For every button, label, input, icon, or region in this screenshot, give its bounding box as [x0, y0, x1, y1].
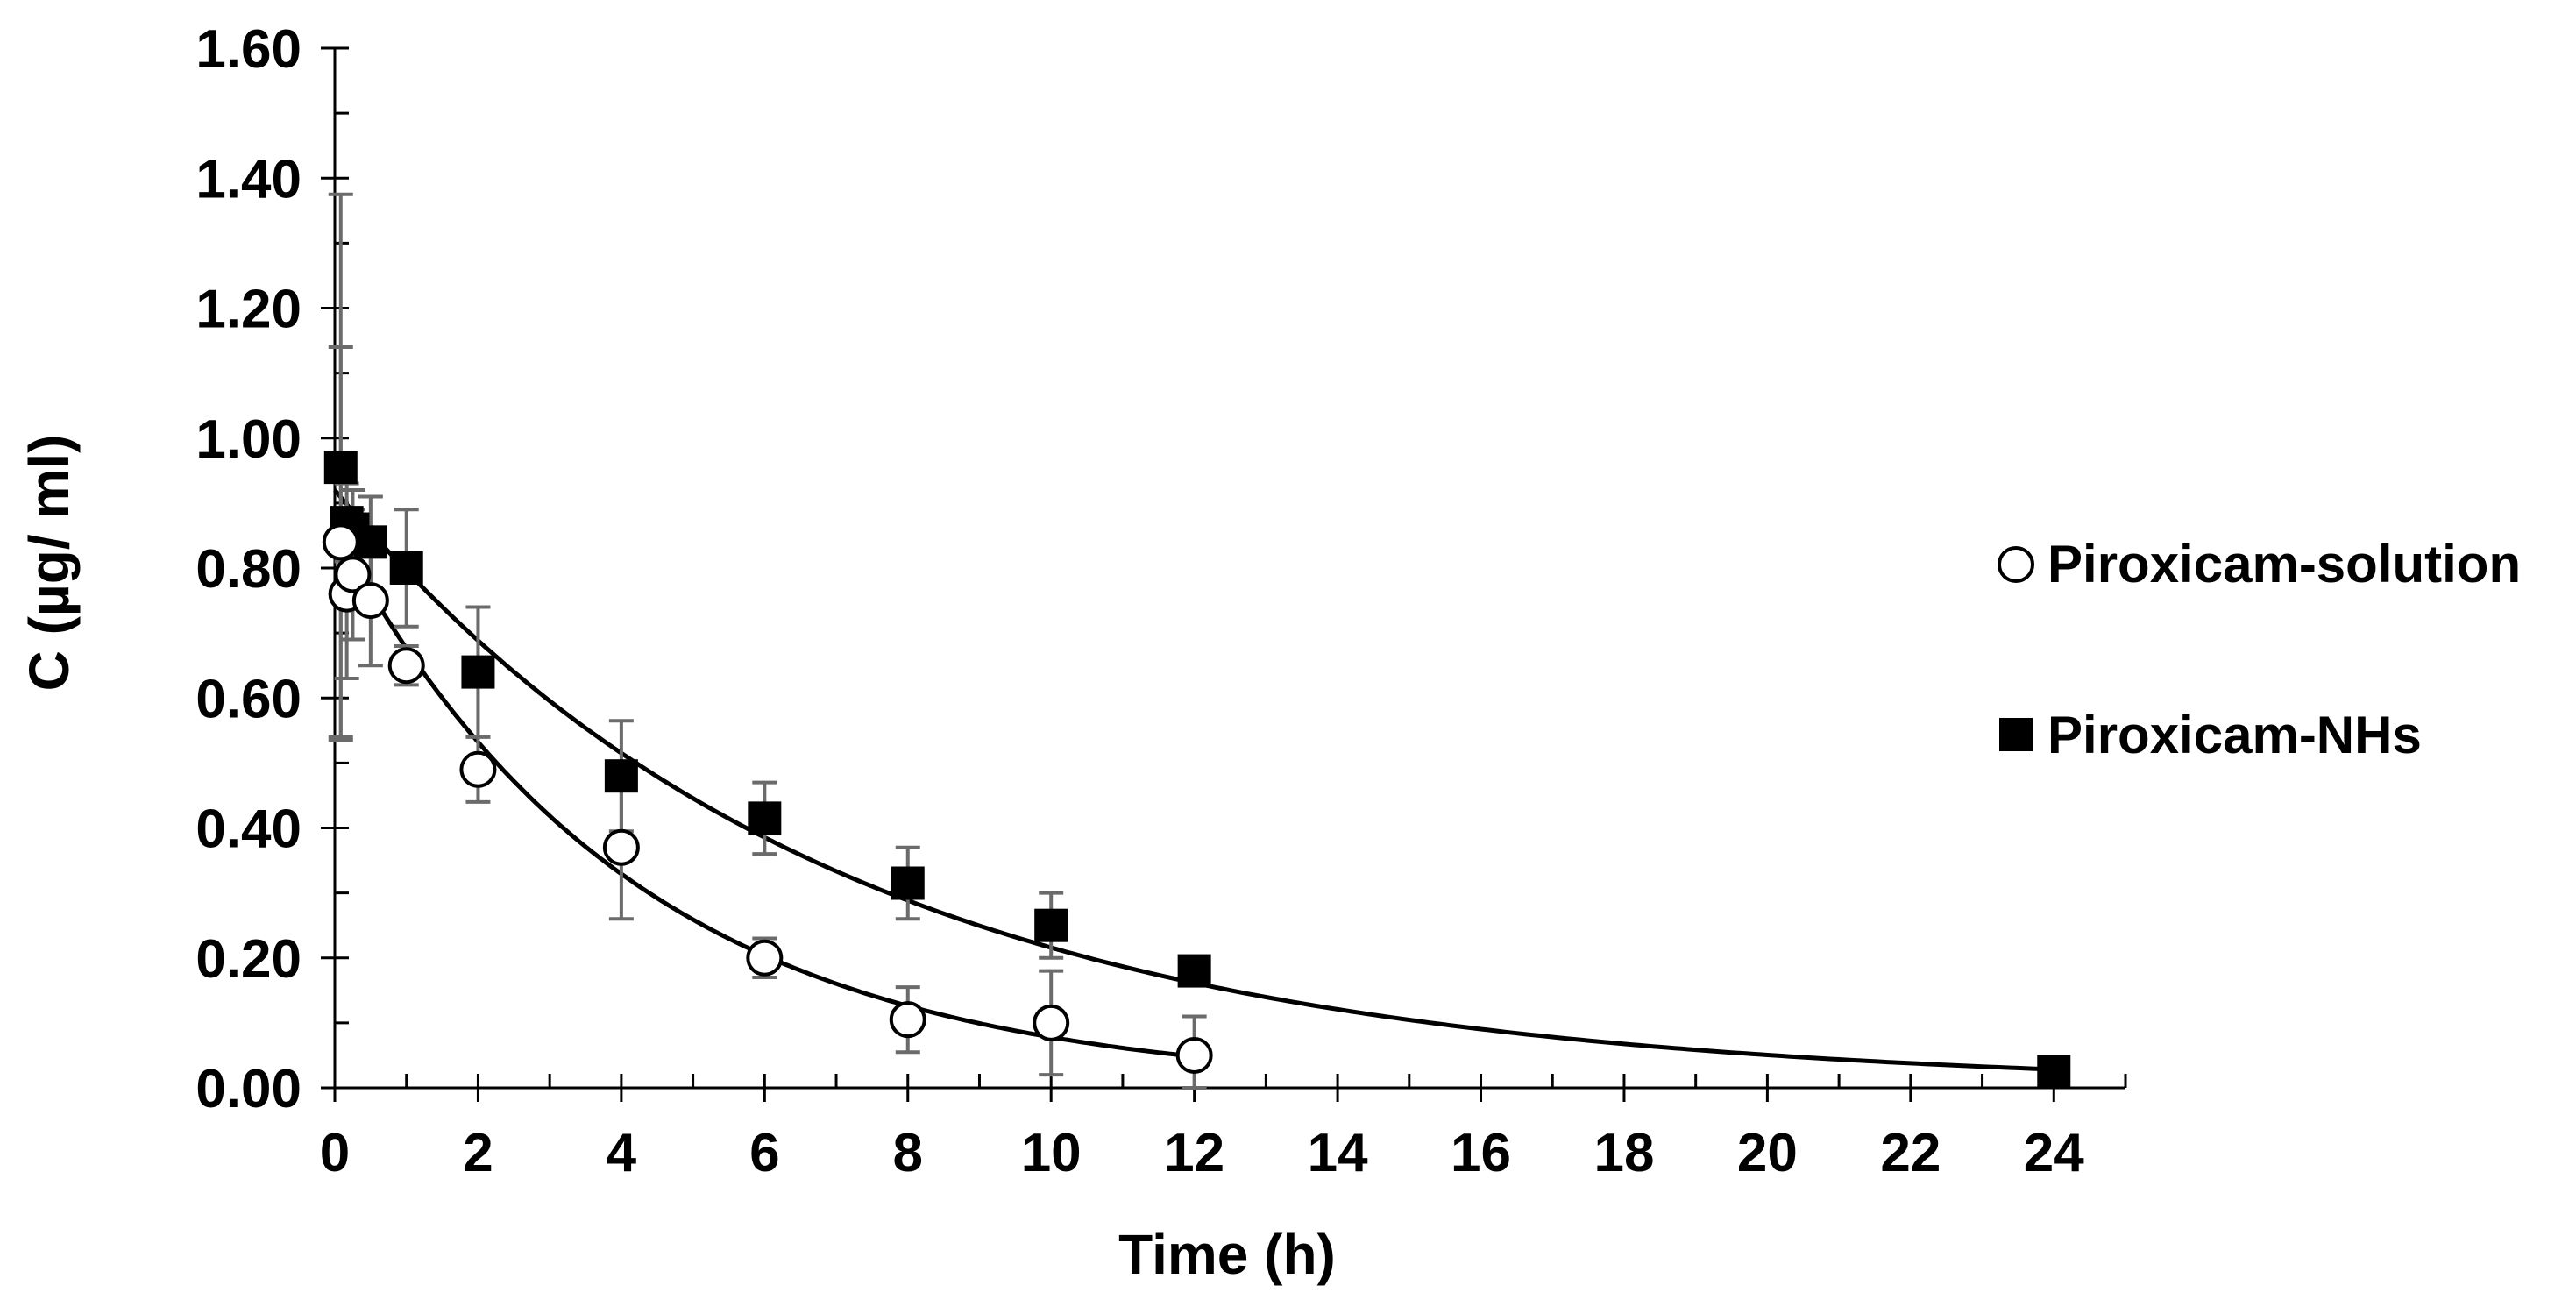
x-tick-label: 10 — [1021, 1123, 1082, 1183]
nhs-point — [461, 655, 495, 689]
x-tick-label: 12 — [1164, 1123, 1224, 1183]
y-tick-label: 0.40 — [195, 799, 302, 860]
solution-point — [322, 523, 359, 561]
nhs-point — [353, 525, 387, 559]
solution-point — [334, 556, 372, 593]
nhs-point — [323, 451, 358, 485]
y-tick-label: 0.00 — [195, 1059, 302, 1119]
y-tick-label: 1.00 — [195, 409, 302, 470]
x-axis-ticks: 0 2 4 6 8 10 12 14 16 18 20 22 24 — [320, 1074, 2127, 1183]
solution-point — [746, 939, 784, 977]
x-tick-label: 22 — [1880, 1123, 1941, 1183]
x-tick-label: 6 — [749, 1123, 779, 1183]
data-points — [322, 451, 2071, 1089]
x-tick-label: 16 — [1451, 1123, 1511, 1183]
y-tick-label: 1.40 — [195, 149, 302, 210]
y-axis-title: C (µg/ ml) — [18, 435, 81, 692]
y-tick-label: 0.60 — [195, 669, 302, 729]
y-tick-label: 0.80 — [195, 539, 302, 600]
legend-marker-nhs — [1999, 718, 2033, 751]
x-axis-title: Time (h) — [1118, 1223, 1336, 1286]
axes — [333, 48, 2125, 1090]
x-tick-label: 0 — [320, 1123, 350, 1183]
solution-point — [351, 582, 389, 620]
solution-point — [889, 1001, 926, 1039]
y-tick-label: 0.20 — [195, 929, 302, 990]
nhs-point — [389, 551, 423, 585]
x-tick-label: 4 — [607, 1123, 637, 1183]
nhs-point — [1034, 908, 1068, 942]
solution-point — [1175, 1036, 1213, 1074]
nhs-point — [2037, 1055, 2071, 1089]
legend: Piroxicam-solution Piroxicam-NHs — [1998, 535, 2521, 764]
nhs-point — [1177, 954, 1211, 988]
solution-point — [459, 750, 497, 788]
y-axis-ticks: 0.00 0.20 0.40 0.60 0.80 1.00 1.20 1.40 1.60 — [195, 19, 349, 1119]
legend-label-solution: Piroxicam-solution — [2047, 535, 2521, 593]
x-tick-label: 14 — [1308, 1123, 1368, 1183]
nhs-point — [604, 759, 638, 793]
x-tick-label: 18 — [1593, 1123, 1654, 1183]
legend-marker-solution — [1998, 546, 2034, 583]
x-tick-label: 2 — [463, 1123, 493, 1183]
y-tick-label: 1.20 — [195, 280, 302, 340]
nhs-point — [891, 866, 925, 900]
legend-label-nhs: Piroxicam-NHs — [2047, 706, 2422, 764]
x-tick-label: 8 — [893, 1123, 923, 1183]
solution-point — [387, 647, 425, 685]
solution-point — [1033, 1004, 1070, 1041]
y-tick-label: 1.60 — [195, 19, 302, 80]
x-tick-label: 24 — [2024, 1123, 2084, 1183]
nhs-point — [748, 801, 782, 835]
x-tick-label: 20 — [1737, 1123, 1798, 1183]
solution-point — [602, 828, 640, 866]
